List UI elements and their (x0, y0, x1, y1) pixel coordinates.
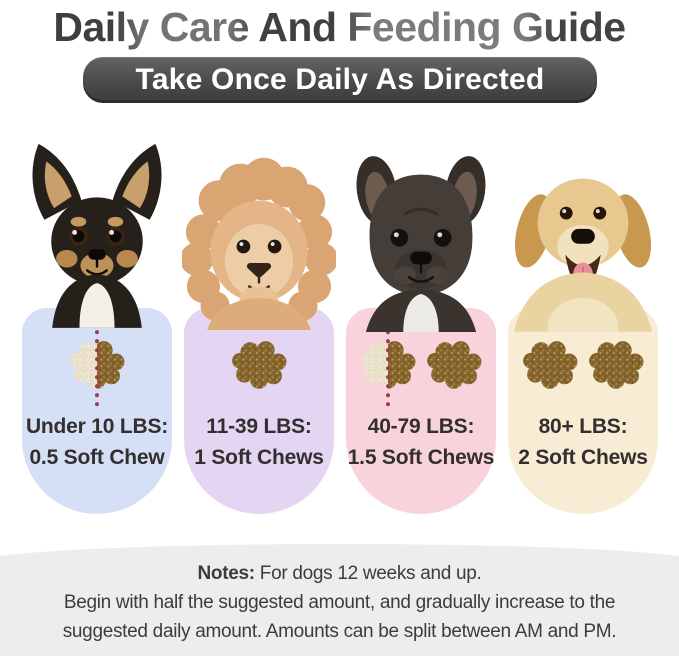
chew-icons-row (346, 321, 496, 407)
chew-icon (523, 341, 578, 389)
split-dotted-line (386, 321, 390, 407)
weight-range-label: Under 10 LBS: (25, 415, 169, 438)
notes-line-2: Begin with half the suggested amount, an… (63, 592, 616, 613)
notes-line-1-text: For dogs 12 weeks and up. (254, 563, 482, 584)
dog-photo-golden-retriever (504, 144, 662, 332)
dose-label: 1 Soft Chews (194, 446, 324, 469)
half-chew-icon (68, 321, 126, 407)
weight-range-label: 80+ LBS: (538, 415, 628, 438)
column-11-39-lbs: 11-39 LBS: 1 Soft Chews (182, 0, 336, 525)
dose-label: 0.5 Soft Chew (29, 446, 165, 469)
chew-icon (589, 341, 644, 389)
column-under-10-lbs: Under 10 LBS: 0.5 Soft Chew (22, 0, 172, 525)
half-chew-icon (359, 321, 417, 407)
directions-banner: Take Once Daily As Directed (83, 57, 597, 103)
notes-line-3: suggested daily amount. Amounts can be s… (62, 621, 617, 642)
notes-section: Notes: For dogs 12 weeks and up. Begin w… (0, 544, 679, 656)
dog-photo-french-bulldog (348, 147, 494, 333)
weight-range-label: 11-39 LBS: (206, 415, 312, 438)
notes-label: Notes: (197, 563, 255, 584)
dosage-card-80-plus-lbs: 80+ LBS: 2 Soft Chews (508, 308, 658, 514)
dog-photo-chihuahua (23, 138, 171, 328)
dosage-card-40-79-lbs: 40-79 LBS: 1.5 Soft Chews (346, 308, 496, 514)
dose-label: 2 Soft Chews (518, 446, 648, 469)
chew-icons-row (508, 332, 658, 394)
page-title: Daily Care And Feeding Guide (0, 4, 679, 51)
directions-banner-label: Take Once Daily As Directed (135, 63, 545, 96)
column-80-plus-lbs: 80+ LBS: 2 Soft Chews (508, 0, 658, 525)
dosage-card-11-39-lbs: 11-39 LBS: 1 Soft Chews (184, 308, 334, 514)
dog-photo-poodle (182, 150, 336, 331)
column-40-79-lbs: 40-79 LBS: 1.5 Soft Chews (346, 0, 496, 525)
chew-icons-row (22, 321, 172, 407)
dosage-card-under-10-lbs: Under 10 LBS: 0.5 Soft Chew (22, 308, 172, 514)
chew-icons-row (184, 332, 334, 394)
weight-range-label: 40-79 LBS: (367, 415, 475, 438)
chew-icon (427, 341, 482, 389)
split-dotted-line (95, 321, 99, 407)
chew-icon (232, 341, 287, 389)
dose-label: 1.5 Soft Chews (347, 446, 495, 469)
notes-line-1: Notes: For dogs 12 weeks and up. (0, 544, 679, 588)
